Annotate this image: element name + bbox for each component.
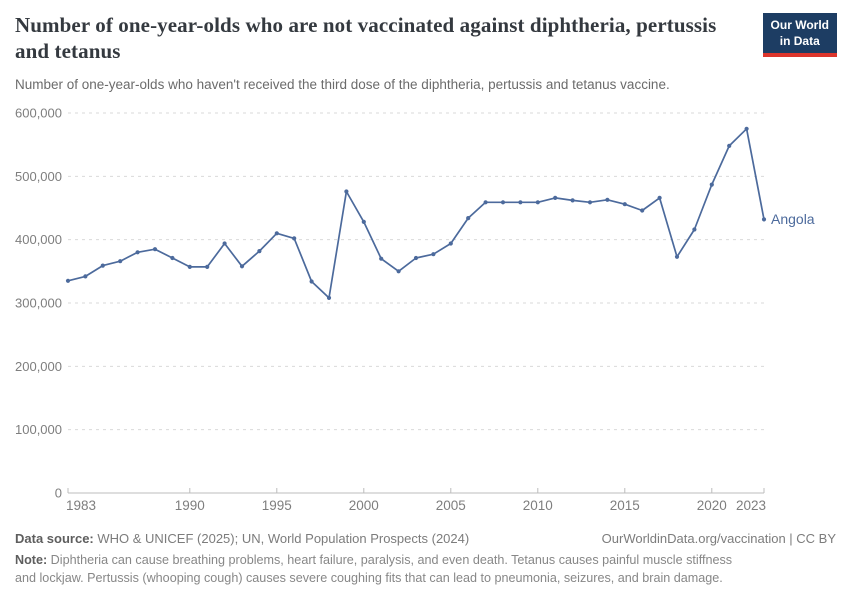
entity-label[interactable]: Angola	[771, 211, 815, 227]
data-point[interactable]	[413, 255, 419, 261]
data-point[interactable]	[292, 236, 297, 241]
data-point[interactable]	[518, 200, 523, 205]
data-point[interactable]	[448, 241, 453, 246]
owid-logo-line2: in Data	[779, 33, 820, 48]
owid-logo[interactable]: Our World in Data	[762, 13, 837, 58]
data-point[interactable]	[326, 295, 332, 300]
data-point[interactable]	[674, 254, 680, 259]
y-axis-tick-label: 300,000	[15, 296, 62, 311]
x-axis-tick-label: 2005	[436, 498, 466, 513]
x-axis-tick-label: 2015	[610, 498, 640, 513]
data-point[interactable]	[483, 200, 488, 205]
x-axis-tick-label: 2023	[736, 498, 766, 513]
data-point[interactable]	[657, 195, 662, 200]
owid-logo-line1: Our World	[770, 18, 829, 32]
data-point[interactable]	[570, 198, 575, 203]
data-point[interactable]	[65, 278, 71, 283]
data-source-line: Data source: WHO & UNICEF (2025); UN, Wo…	[15, 531, 469, 546]
data-point[interactable]	[744, 126, 749, 131]
data-point[interactable]	[535, 200, 540, 205]
note-text: Diphtheria can cause breathing problems,…	[15, 553, 733, 585]
x-axis-tick-label: 2020	[697, 498, 727, 513]
data-point[interactable]	[274, 231, 279, 236]
y-axis-tick-label: 0	[55, 486, 62, 501]
x-axis-tick-label: 2010	[523, 498, 553, 513]
x-axis-tick-label: 2000	[349, 498, 379, 513]
data-point[interactable]	[205, 264, 210, 269]
data-point[interactable]	[605, 197, 610, 202]
data-point[interactable]	[622, 202, 627, 207]
footer-sources-row: Data source: WHO & UNICEF (2025); UN, Wo…	[15, 531, 836, 546]
y-axis-tick-label: 500,000	[15, 169, 62, 184]
page-title: Number of one-year-olds who are not vacc…	[15, 13, 717, 64]
data-source-label: Data source:	[15, 531, 94, 546]
data-point[interactable]	[309, 279, 314, 284]
y-axis-tick-label: 100,000	[15, 422, 62, 437]
x-axis-tick-label: 1983	[66, 498, 96, 513]
data-point[interactable]	[640, 208, 645, 213]
data-point[interactable]	[135, 250, 140, 255]
footer-note: Note: Diphtheria can cause breathing pro…	[15, 552, 741, 588]
data-point[interactable]	[466, 216, 471, 221]
data-point[interactable]	[431, 252, 436, 257]
data-point[interactable]	[500, 200, 506, 205]
data-point[interactable]	[344, 189, 349, 194]
data-source-text: WHO & UNICEF (2025); UN, World Populatio…	[93, 531, 470, 546]
x-axis-tick-label: 1990	[175, 498, 205, 513]
data-point[interactable]	[709, 182, 714, 187]
data-point[interactable]	[187, 264, 192, 269]
data-point[interactable]	[379, 256, 384, 261]
data-point[interactable]	[587, 200, 593, 205]
y-axis-tick-label: 400,000	[15, 232, 62, 247]
data-point[interactable]	[83, 274, 88, 279]
data-point[interactable]	[257, 249, 262, 254]
data-point[interactable]	[396, 269, 401, 274]
data-point[interactable]	[361, 219, 366, 224]
series-line[interactable]	[67, 127, 765, 299]
y-axis-tick-label: 200,000	[15, 359, 62, 374]
note-label: Note:	[15, 553, 48, 567]
chart-area[interactable]: 0 100,000 200,000 300,000 400,000 500,000 600,…	[0, 100, 850, 520]
data-point[interactable]	[118, 259, 123, 264]
data-point[interactable]	[239, 264, 245, 269]
data-point[interactable]	[553, 195, 558, 200]
data-point[interactable]	[222, 241, 227, 246]
data-point[interactable]	[100, 263, 105, 268]
chart-subtitle: Number of one-year-olds who haven't rece…	[15, 77, 670, 92]
y-axis-tick-label: 600,000	[15, 106, 62, 121]
data-point[interactable]	[170, 255, 175, 261]
data-point[interactable]	[152, 247, 158, 252]
data-point[interactable]	[727, 143, 732, 148]
x-axis-tick-label: 1995	[262, 498, 292, 513]
data-point[interactable]	[761, 217, 767, 222]
chart-svg[interactable]: 0 100,000 200,000 300,000 400,000 500,000 600,…	[0, 100, 850, 520]
owid-license-link[interactable]: OurWorldinData.org/vaccination | CC BY	[601, 531, 836, 546]
data-point[interactable]	[692, 227, 697, 232]
